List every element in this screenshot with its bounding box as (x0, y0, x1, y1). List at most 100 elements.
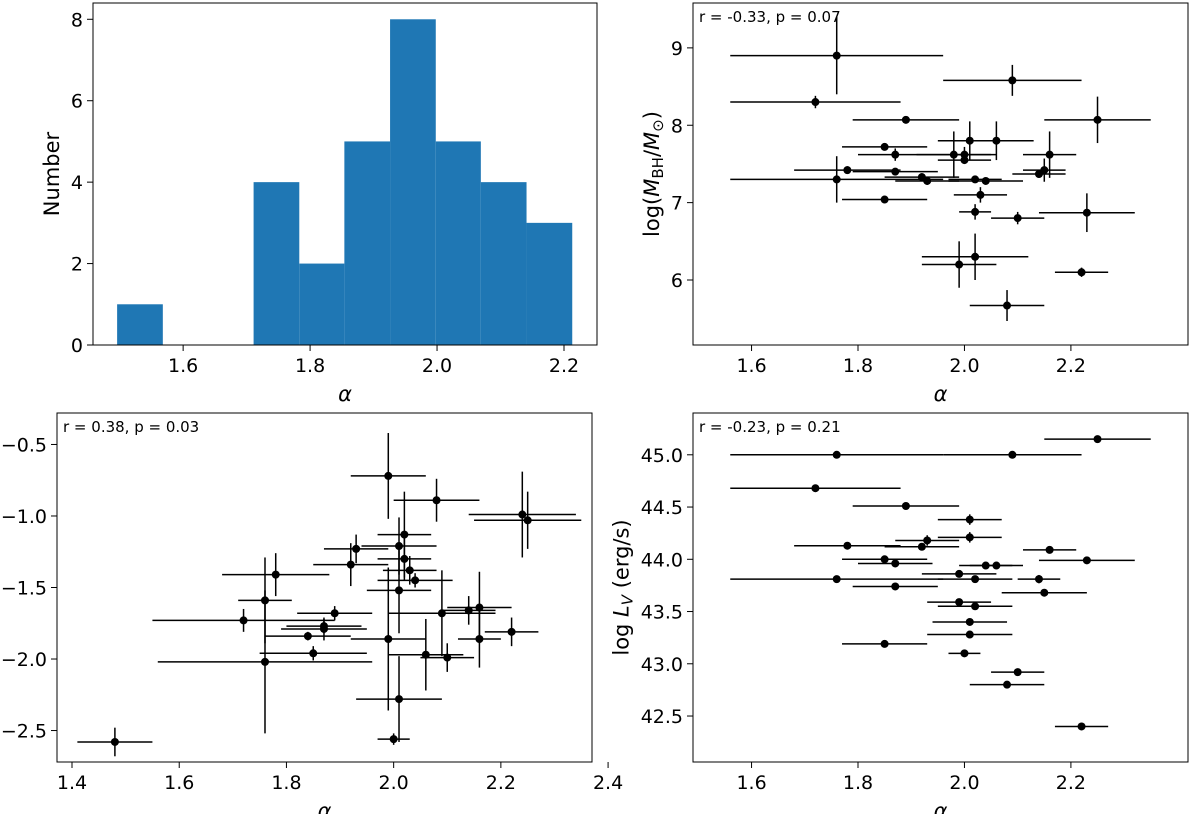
point (395, 695, 404, 704)
point (319, 624, 328, 633)
point (384, 471, 393, 480)
y-axis-label-part: log( (640, 197, 664, 237)
point (971, 602, 980, 611)
axes-frame (692, 412, 1189, 763)
point (1045, 150, 1054, 159)
x-tick-label: 1.8 (295, 355, 325, 377)
point (1077, 722, 1086, 731)
point (400, 554, 409, 563)
bar (480, 182, 527, 345)
point (891, 150, 900, 159)
bar (253, 182, 300, 345)
point (110, 737, 119, 746)
y-axis-label: log LV (erg/s) (610, 519, 637, 655)
y-tick-label: 0 (71, 335, 83, 357)
annotation: r = 0.38, p = 0.03 (63, 418, 199, 436)
y-tick-label: 6 (671, 270, 683, 292)
point (981, 176, 990, 185)
point (346, 560, 355, 569)
point (965, 617, 974, 626)
point (891, 582, 900, 591)
x-tick-label: 1.8 (843, 355, 873, 377)
point (955, 569, 964, 578)
y-axis-label-part: / (640, 149, 664, 157)
y-tick-label: −0.5 (1, 434, 47, 456)
point (271, 570, 280, 579)
y-tick-label: −2.5 (1, 721, 47, 743)
point (432, 496, 441, 505)
point (1008, 450, 1017, 459)
point (395, 542, 404, 551)
point (960, 150, 969, 159)
point (965, 515, 974, 524)
y-tick-label: 42.5 (641, 706, 683, 728)
point (1003, 680, 1012, 689)
point (1013, 668, 1022, 677)
y-axis-label: Number (40, 131, 64, 216)
point (955, 598, 964, 607)
point (352, 544, 361, 553)
point (880, 195, 889, 204)
y-axis-label-part: (erg/s) (610, 519, 634, 595)
y-tick-label: 8 (71, 9, 83, 31)
y-tick-label: −1.5 (1, 578, 47, 600)
y-tick-label: 44.5 (641, 497, 683, 519)
point (992, 561, 1001, 570)
point (384, 634, 393, 643)
point (1003, 301, 1012, 310)
y-tick-label: 8 (671, 115, 683, 137)
point (303, 632, 312, 641)
x-tick-label: 2.0 (379, 772, 409, 794)
y-axis-label-part: V (618, 593, 636, 605)
point (811, 484, 820, 493)
point (811, 98, 820, 107)
point (901, 501, 910, 510)
point (437, 609, 446, 618)
point (917, 542, 926, 551)
point (475, 603, 484, 612)
annotation: r = -0.23, p = 0.21 (699, 418, 841, 436)
point (239, 616, 248, 625)
panel: 1.6 1.8 2.0 2.2 42.5 43.0 43.5 44.0 44.5 45.0 α log… (610, 412, 1189, 814)
x-tick-label: 1.6 (164, 772, 194, 794)
point (832, 175, 841, 184)
point (880, 639, 889, 648)
panel: 1.6 1.8 2.0 2.2 0 2 4 6 8 α Number (40, 2, 598, 406)
y-tick-label: 6 (71, 91, 83, 113)
point (901, 115, 910, 124)
point (832, 450, 841, 459)
x-tick-label: 2.2 (486, 772, 516, 794)
y-axis-label: log(MBH/M⊙) (640, 111, 667, 237)
x-tick-label: 2.4 (593, 772, 623, 794)
x-axis-label: α (338, 382, 352, 406)
x-tick-label: 1.8 (843, 772, 873, 794)
x-tick-label: 1.8 (271, 772, 301, 794)
point (1040, 588, 1049, 597)
point (1077, 268, 1086, 277)
y-tick-label: 7 (671, 193, 683, 215)
point (1008, 76, 1017, 85)
point (1034, 170, 1043, 178)
y-axis-label-part: M (640, 132, 664, 150)
point (464, 606, 473, 615)
y-axis-label-part: ) (640, 111, 664, 119)
y-axis-label-part: log (610, 617, 634, 656)
point (1013, 214, 1022, 223)
point (843, 541, 852, 550)
point (1045, 545, 1054, 554)
x-axis-label: α (934, 382, 948, 406)
y-tick-label: 4 (71, 172, 83, 194)
x-tick-label: 2.0 (949, 355, 979, 377)
bar (390, 19, 436, 346)
point (1093, 435, 1102, 444)
point (405, 566, 414, 575)
y-tick-label: 43.0 (641, 654, 683, 676)
y-tick-label: 9 (671, 38, 683, 60)
point (955, 260, 964, 269)
x-axis-label: α (934, 799, 948, 814)
annotation: r = -0.33, p = 0.07 (699, 8, 841, 26)
point (309, 649, 318, 658)
x-tick-label: 1.6 (736, 355, 766, 377)
